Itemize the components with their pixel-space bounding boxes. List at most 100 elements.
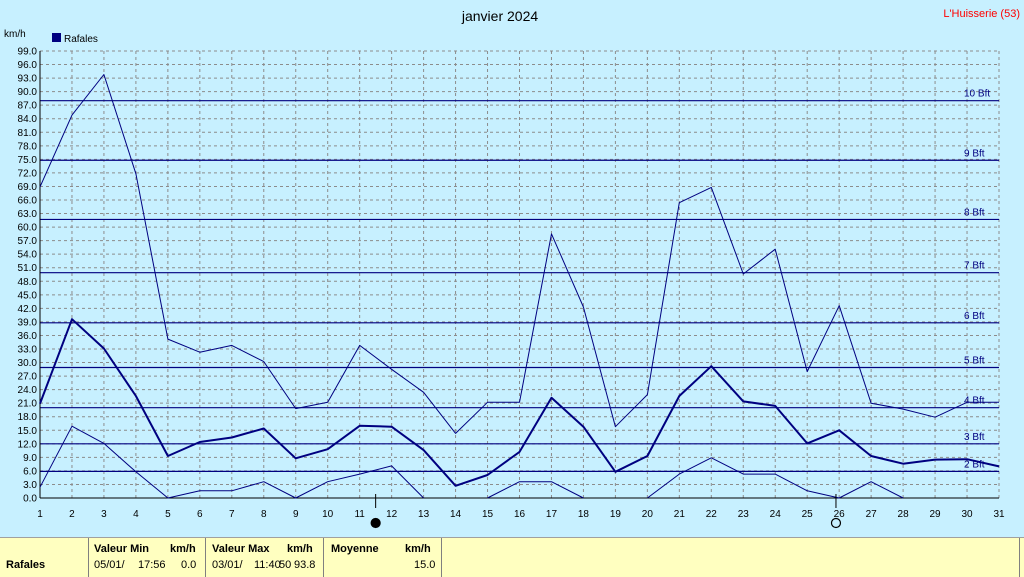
gust-chart: janvier 2024 L'Huisserie (53) km/h Rafal… — [4, 8, 1020, 529]
x-tick-label: 22 — [706, 509, 718, 520]
beaufort-label: 10 Bft — [964, 89, 990, 100]
plot-area: 0.0 3.0 6.0 9.0 12.0 15.0 18.0 21.0 24.0 27.0 30.0… — [18, 47, 1005, 529]
avg-header: Moyenne — [331, 543, 379, 555]
x-tick-label: 13 — [418, 509, 430, 520]
y-tick-label: 51.0 — [18, 263, 38, 274]
y-tick-label: 69.0 — [18, 182, 38, 193]
x-tick-label: 31 — [993, 509, 1005, 520]
x-tick-label: 30 — [961, 509, 973, 520]
series-line-min — [647, 457, 904, 499]
stats-panel: Rafales Valeur Min km/h 05/01/ 17:56 0.0… — [0, 537, 1024, 577]
x-tick-label: 11 — [354, 509, 365, 520]
legend-label: Rafales — [64, 34, 98, 45]
max-unit: km/h — [287, 543, 313, 555]
x-tick-label: 27 — [866, 509, 878, 520]
beaufort-label: 4 Bft — [964, 396, 985, 407]
y-tick-label: 48.0 — [18, 277, 38, 288]
x-tick-label: 14 — [450, 509, 462, 520]
max-value: 93.8 — [294, 559, 316, 571]
y-tick-label: 90.0 — [18, 87, 38, 98]
y-tick-label: 57.0 — [18, 236, 38, 247]
x-tick-label: 25 — [802, 509, 814, 520]
x-tick-label: 23 — [738, 509, 750, 520]
max-value-prefix: 50 — [279, 559, 292, 571]
y-tick-label: 96.0 — [18, 60, 38, 71]
y-tick-label: 66.0 — [18, 196, 38, 207]
x-tick-label: 19 — [610, 509, 622, 520]
x-tick-label: 29 — [930, 509, 942, 520]
max-time: 11:40 — [254, 559, 281, 571]
min-header: Valeur Min — [94, 543, 150, 555]
y-tick-label: 42.0 — [18, 304, 38, 315]
y-tick-label: 99.0 — [18, 47, 38, 58]
x-tick-label: 7 — [229, 509, 235, 520]
y-tick-label: 84.0 — [18, 114, 38, 125]
avg-value: 15.0 — [414, 559, 436, 571]
y-tick-label: 39.0 — [18, 317, 38, 328]
series-line-min — [39, 425, 424, 499]
y-tick-label: 36.0 — [18, 331, 38, 342]
series-line-min — [487, 481, 584, 499]
new-moon-icon — [370, 517, 381, 529]
x-tick-label: 18 — [578, 509, 590, 520]
y-tick-label: 9.0 — [23, 453, 37, 464]
x-tick-label: 21 — [674, 509, 686, 520]
series-line-max — [39, 74, 999, 434]
y-tick-label: 81.0 — [18, 128, 38, 139]
y-tick-label: 33.0 — [18, 345, 38, 356]
full-moon-icon — [830, 517, 842, 529]
y-tick-label: 75.0 — [18, 155, 38, 166]
y-tick-label: 15.0 — [18, 426, 38, 437]
y-tick-label: 21.0 — [18, 399, 38, 410]
y-tick-label: 18.0 — [18, 412, 38, 423]
y-tick-label: 24.0 — [18, 385, 38, 396]
y-tick-label: 54.0 — [18, 250, 38, 261]
min-unit: km/h — [170, 543, 196, 555]
x-tick-label: 2 — [69, 509, 75, 520]
beaufort-label: 9 Bft — [964, 148, 985, 159]
x-tick-label: 28 — [898, 509, 910, 520]
avg-unit: km/h — [405, 543, 431, 555]
y-tick-label: 30.0 — [18, 358, 38, 369]
y-tick-label: 87.0 — [18, 101, 38, 112]
y-tick-label: 6.0 — [23, 466, 37, 477]
y-tick-label: 93.0 — [18, 74, 38, 85]
chart-title: janvier 2024 — [461, 8, 538, 24]
min-date: 05/01/ — [94, 559, 125, 571]
y-tick-label: 45.0 — [18, 290, 38, 301]
stats-row-label: Rafales — [6, 559, 46, 571]
beaufort-label: 2 Bft — [964, 459, 985, 470]
min-time: 17:56 — [138, 559, 166, 571]
beaufort-label: 5 Bft — [964, 356, 985, 367]
x-tick-label: 3 — [101, 509, 107, 520]
station-name: L'Huisserie (53) — [943, 8, 1020, 20]
min-value: 0.0 — [181, 559, 197, 571]
x-tick-label: 26 — [834, 509, 846, 520]
x-tick-label: 9 — [293, 509, 299, 520]
x-tick-label: 4 — [133, 509, 139, 520]
x-tick-label: 17 — [546, 509, 558, 520]
x-tick-label: 16 — [514, 509, 526, 520]
y-tick-label: 3.0 — [23, 480, 37, 491]
max-header: Valeur Max — [212, 543, 270, 555]
beaufort-label: 7 Bft — [964, 261, 985, 272]
y-tick-label: 72.0 — [18, 168, 38, 179]
x-tick-label: 20 — [642, 509, 654, 520]
y-tick-label: 78.0 — [18, 141, 38, 152]
x-tick-label: 8 — [261, 509, 267, 520]
y-tick-label: 12.0 — [18, 439, 38, 450]
y-axis-unit: km/h — [4, 29, 26, 40]
x-tick-label: 24 — [770, 509, 782, 520]
y-tick-label: 27.0 — [18, 372, 38, 383]
beaufort-label: 8 Bft — [964, 207, 985, 218]
x-tick-label: 1 — [37, 509, 43, 520]
x-tick-label: 10 — [322, 509, 334, 520]
x-tick-label: 12 — [386, 509, 398, 520]
y-tick-label: 60.0 — [18, 223, 38, 234]
max-date: 03/01/ — [212, 559, 243, 571]
x-tick-label: 6 — [197, 509, 203, 520]
y-tick-label: 63.0 — [18, 209, 38, 220]
beaufort-label: 6 Bft — [964, 311, 985, 322]
y-tick-label: 0.0 — [23, 494, 37, 505]
x-tick-label: 15 — [482, 509, 494, 520]
